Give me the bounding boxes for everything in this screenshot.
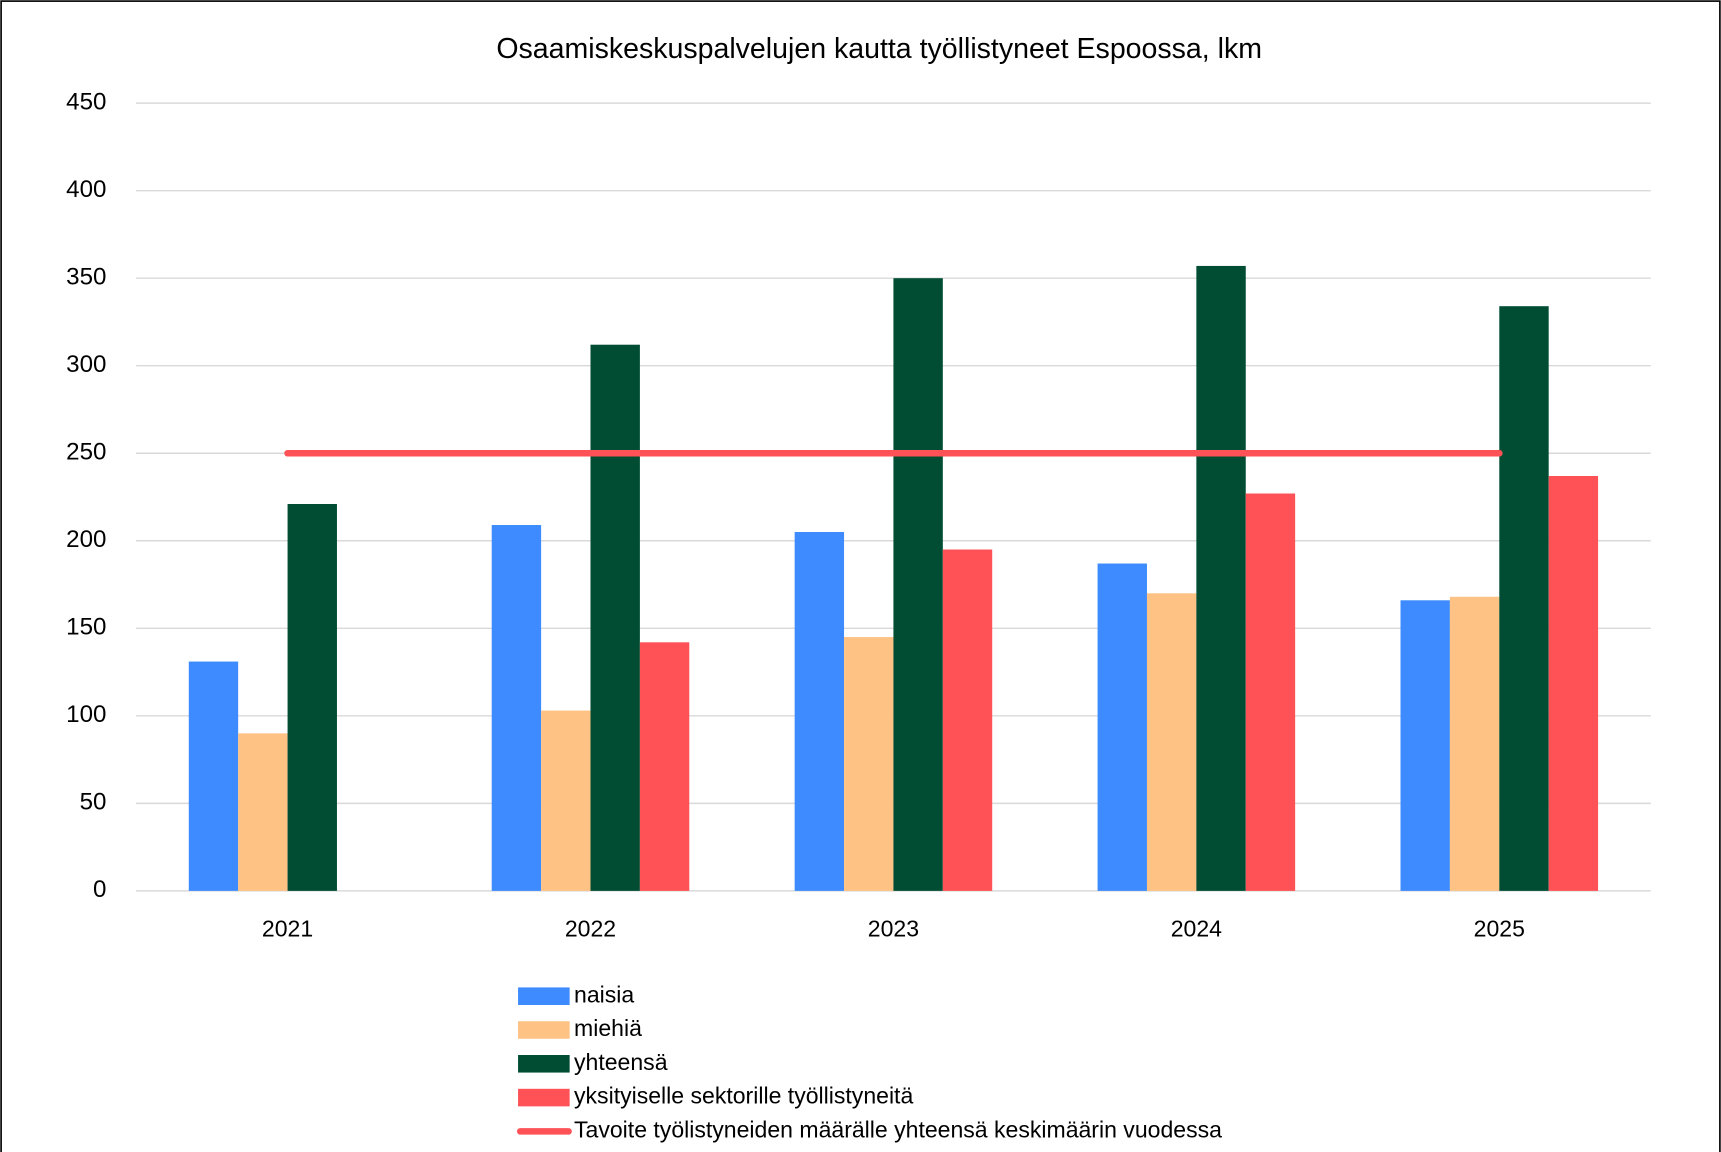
legend-label: miehiä xyxy=(574,1015,642,1041)
bar xyxy=(541,710,591,891)
bar xyxy=(1449,596,1500,891)
bar xyxy=(794,532,845,891)
bar xyxy=(639,642,690,891)
y-tick-label: 350 xyxy=(66,264,106,291)
bar xyxy=(844,637,894,891)
legend-label: naisia xyxy=(574,981,634,1007)
legend-swatch xyxy=(518,1088,570,1107)
x-tick-label: 2024 xyxy=(1171,915,1222,941)
y-tick-label: 250 xyxy=(66,439,106,466)
x-tick-label: 2022 xyxy=(565,915,616,941)
bar xyxy=(1400,600,1450,891)
bar xyxy=(1499,306,1549,891)
bar xyxy=(1097,563,1147,891)
legend-swatch xyxy=(518,987,570,1005)
y-tick-label: 450 xyxy=(66,89,106,116)
x-tick-label: 2021 xyxy=(262,915,313,941)
y-tick-label: 0 xyxy=(93,876,106,903)
bar xyxy=(287,504,337,891)
bar xyxy=(188,661,239,891)
bar xyxy=(1245,493,1296,891)
x-tick-label: 2025 xyxy=(1474,915,1525,941)
y-tick-label: 300 xyxy=(66,351,106,378)
bar xyxy=(893,278,943,891)
bar xyxy=(1196,265,1246,891)
legend-swatch xyxy=(518,1021,570,1039)
y-tick-label: 50 xyxy=(80,789,107,816)
bar xyxy=(1146,593,1197,891)
y-tick-label: 200 xyxy=(66,526,106,553)
bar xyxy=(491,525,542,891)
bar xyxy=(942,549,993,891)
x-tick-label: 2023 xyxy=(868,915,919,941)
y-tick-label: 150 xyxy=(66,614,106,641)
bar xyxy=(1548,475,1599,891)
y-tick-label: 400 xyxy=(66,176,106,203)
legend-label: yksityiselle sektorille työllistyneitä xyxy=(574,1083,913,1109)
legend-label: yhteensä xyxy=(574,1049,668,1075)
legend-label: Tavoite työlistyneiden määrälle yhteensä… xyxy=(574,1116,1222,1142)
bar xyxy=(590,344,640,891)
bar xyxy=(238,733,288,891)
legend-swatch xyxy=(518,1055,570,1073)
chart-title: Osaamiskeskuspalvelujen kautta työllisty… xyxy=(496,33,1262,65)
y-tick-label: 100 xyxy=(66,701,106,728)
